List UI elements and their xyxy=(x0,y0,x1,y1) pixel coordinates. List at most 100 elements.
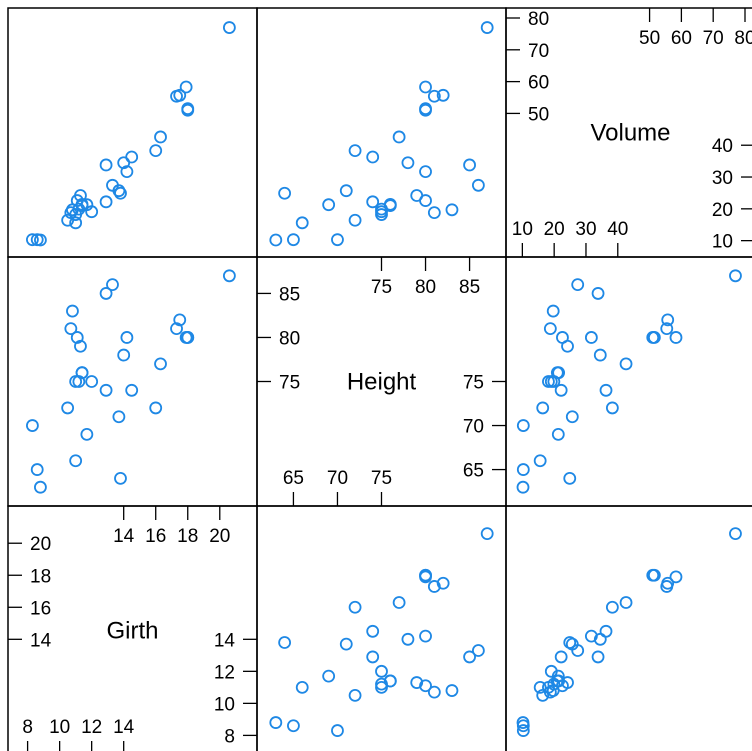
data-point xyxy=(480,527,494,541)
data-point xyxy=(222,269,236,283)
data-point xyxy=(149,401,163,415)
data-point xyxy=(85,375,99,388)
data-point xyxy=(571,278,585,292)
data-point xyxy=(295,216,309,230)
data-point xyxy=(619,596,633,609)
data-point xyxy=(729,269,742,283)
data-point xyxy=(584,629,598,643)
data-point xyxy=(593,348,607,362)
tick-label: 50 xyxy=(528,104,549,125)
data-point xyxy=(366,624,380,638)
data-point xyxy=(34,480,47,494)
data-point xyxy=(516,419,530,432)
data-point xyxy=(561,339,574,353)
data-point xyxy=(106,278,119,292)
data-point xyxy=(75,366,89,380)
tick-label: 75 xyxy=(371,468,392,489)
data-point xyxy=(392,596,406,609)
tick-label: 10 xyxy=(712,232,733,253)
data-point xyxy=(222,21,236,34)
data-point xyxy=(551,427,565,441)
data-point xyxy=(599,624,613,638)
data-point xyxy=(661,313,675,327)
panel-height-girth xyxy=(256,505,507,751)
panel-height-volume xyxy=(256,7,507,258)
tick-label: 85 xyxy=(279,284,300,305)
data-point xyxy=(552,366,566,380)
data-point xyxy=(278,636,292,649)
data-point xyxy=(26,233,39,247)
data-point xyxy=(179,80,193,94)
data-point xyxy=(114,471,127,485)
data-point xyxy=(154,130,167,144)
data-point xyxy=(366,195,380,209)
tick-label: 16 xyxy=(145,526,166,547)
data-point xyxy=(419,165,432,179)
data-point xyxy=(401,156,415,170)
panel-volume-volume: Volume 10 20 30 40 50 60 70 80 50 60 70 80 10 20 30 40 xyxy=(505,7,752,258)
data-point xyxy=(401,632,415,646)
panel-girth-girth: Girth 8 10 12 14 14 16 18 20 14 16 18 20 8 10 12 14 xyxy=(7,505,258,751)
data-point xyxy=(533,454,547,468)
panel-border xyxy=(7,256,258,507)
tick-label: 16 xyxy=(30,598,51,619)
data-point xyxy=(278,186,292,200)
tick-label: 70 xyxy=(327,468,348,489)
data-point xyxy=(544,664,558,678)
data-point xyxy=(419,80,432,94)
tick-label: 18 xyxy=(30,566,51,587)
data-point xyxy=(125,150,139,164)
tick-label: 70 xyxy=(703,28,724,49)
data-point xyxy=(339,637,353,651)
panel-volume-height xyxy=(505,256,752,507)
data-point xyxy=(322,669,336,683)
data-point xyxy=(125,383,139,397)
tick-label: 14 xyxy=(113,717,135,738)
data-point xyxy=(427,206,441,220)
tick-label: 75 xyxy=(371,277,392,298)
tick-label: 10 xyxy=(49,717,70,738)
data-point xyxy=(331,724,344,737)
data-point xyxy=(64,322,78,336)
data-point xyxy=(591,650,605,664)
data-point xyxy=(536,401,550,415)
tick-label: 60 xyxy=(671,28,692,49)
data-point xyxy=(661,576,675,590)
data-point xyxy=(436,576,450,590)
data-point xyxy=(173,88,187,102)
tick-label: 14 xyxy=(113,526,135,547)
tick-label: 20 xyxy=(209,526,230,547)
data-point xyxy=(516,480,530,494)
tick-label: 70 xyxy=(528,41,549,62)
data-point xyxy=(729,527,742,541)
tick-label: 18 xyxy=(177,526,198,547)
data-point xyxy=(563,636,577,649)
tick-label: 10 xyxy=(512,219,533,240)
data-point xyxy=(463,158,476,172)
variable-label: Height xyxy=(347,369,417,396)
data-point xyxy=(419,568,432,582)
data-point xyxy=(69,454,83,468)
data-point xyxy=(26,419,39,432)
data-point xyxy=(471,178,485,192)
tick-label: 75 xyxy=(279,373,300,394)
data-point xyxy=(605,600,619,614)
data-point xyxy=(410,676,424,689)
data-point xyxy=(114,186,127,200)
data-point xyxy=(669,331,683,344)
tick-label: 20 xyxy=(544,219,565,240)
data-point xyxy=(375,664,388,678)
data-point xyxy=(269,233,283,247)
data-point xyxy=(120,165,134,179)
tick-label: 30 xyxy=(712,168,733,189)
data-point xyxy=(599,383,613,397)
panel-height-height: Height 65 70 75 75 80 85 75 80 85 65 70 75 xyxy=(256,256,507,507)
data-point xyxy=(445,203,459,217)
tick-label: 8 xyxy=(224,726,235,747)
tick-label: 14 xyxy=(30,630,52,651)
data-point xyxy=(419,103,432,117)
data-point xyxy=(427,685,441,699)
data-point xyxy=(322,198,336,212)
data-point xyxy=(375,205,388,219)
